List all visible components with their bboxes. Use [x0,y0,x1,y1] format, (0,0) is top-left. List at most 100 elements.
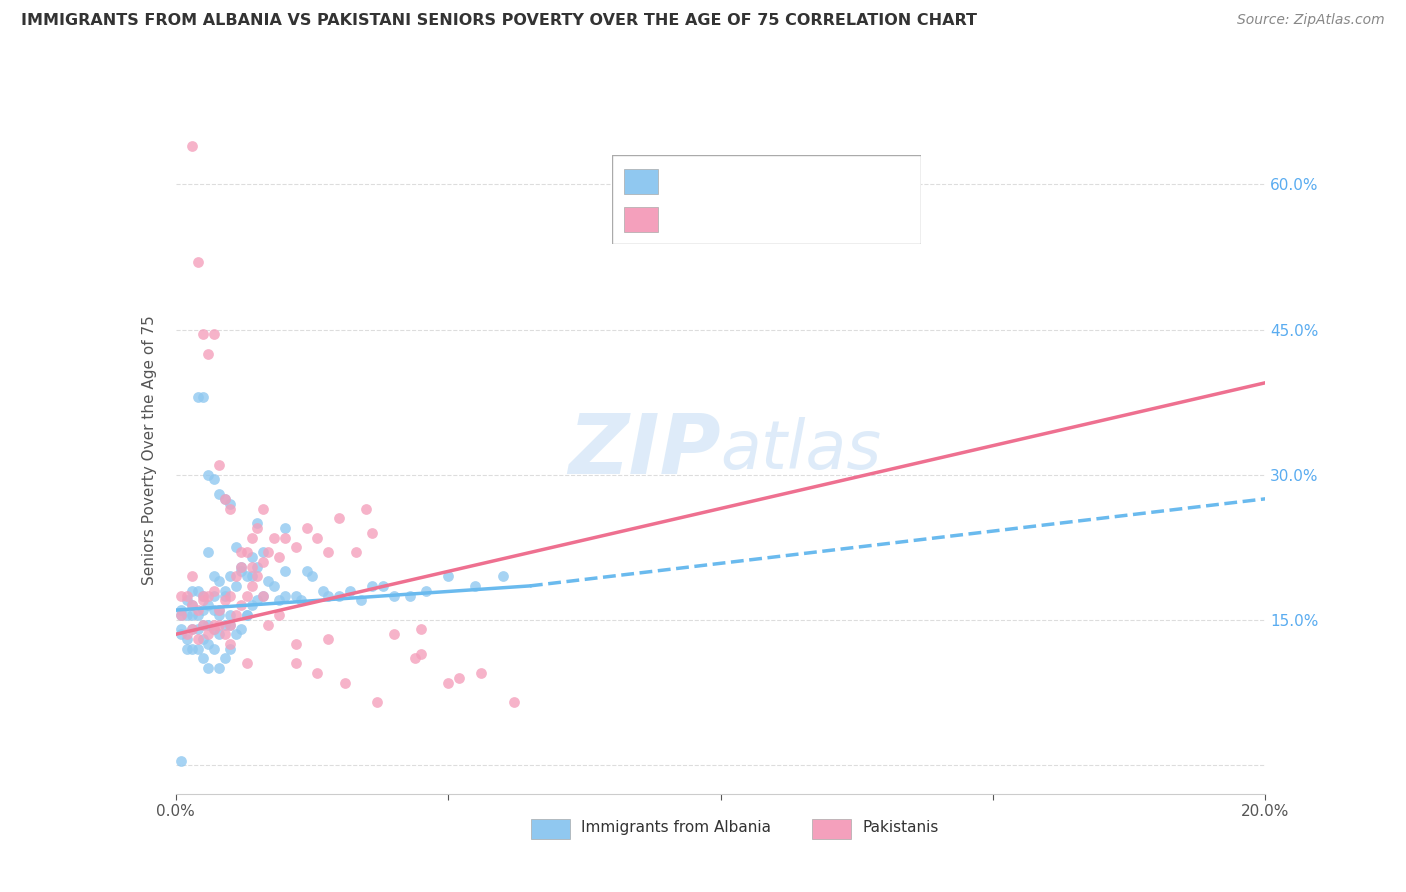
Point [284,637,307,651]
Point [274,531,297,545]
Point [170,754,193,768]
Text: 0.111: 0.111 [710,174,758,188]
Point [208,627,231,641]
Point [186,603,209,617]
Point [295,565,318,579]
Point [181,623,204,637]
Point [197,545,219,559]
Point [269,549,291,564]
Point [219,589,242,603]
Point [492,569,515,583]
Point [318,545,340,559]
Point [274,589,297,603]
Point [240,579,263,593]
Point [214,589,236,603]
Point [181,583,204,598]
Point [176,641,198,656]
Point [170,589,193,603]
Point [191,617,214,632]
Text: Pakistanis: Pakistanis [863,820,939,835]
Point [231,559,253,574]
Point [191,617,214,632]
Point [240,549,263,564]
Point [350,593,373,607]
Point [181,607,204,622]
Point [240,531,263,545]
Bar [531,819,571,839]
Point [225,627,247,641]
Point [235,569,257,583]
Point [214,593,236,607]
Point [219,637,242,651]
Point [202,589,225,603]
Point [208,487,231,501]
Point [219,501,242,516]
Point [360,579,382,593]
Point [208,603,231,617]
Point [225,579,247,593]
Point [219,641,242,656]
Point [197,627,219,641]
Point [409,647,432,661]
Point [202,603,225,617]
Point [208,574,231,588]
Point [214,651,236,665]
Point [415,583,437,598]
Point [214,617,236,632]
Point [257,574,280,588]
Point [437,569,460,583]
Point [170,607,193,622]
Point [464,579,486,593]
Y-axis label: Seniors Poverty Over the Age of 75: Seniors Poverty Over the Age of 75 [142,316,157,585]
Text: N =: N = [782,212,815,227]
Bar [813,819,852,839]
Point [371,579,394,593]
Text: atlas: atlas [721,417,882,483]
Point [274,565,297,579]
Bar [624,207,658,232]
Point [252,589,274,603]
Point [197,617,219,632]
Point [246,593,269,607]
Point [202,623,225,637]
Point [328,589,350,603]
Point [339,583,361,598]
Point [235,589,257,603]
Point [219,497,242,511]
Point [202,641,225,656]
Point [202,617,225,632]
Point [437,675,460,690]
Text: Source: ZipAtlas.com: Source: ZipAtlas.com [1237,13,1385,28]
Point [318,632,340,646]
Point [219,569,242,583]
Point [235,607,257,622]
Point [170,627,193,641]
Text: N =: N = [782,174,815,188]
Point [235,545,257,559]
Point [186,632,209,646]
Point [240,569,263,583]
Point [186,255,209,269]
Point [176,627,198,641]
Point [186,583,209,598]
Point [170,623,193,637]
Point [231,559,253,574]
Point [246,569,269,583]
Text: ZIP: ZIP [568,410,721,491]
Point [231,565,253,579]
Point [333,675,356,690]
Point [170,603,193,617]
Point [202,623,225,637]
Point [274,521,297,535]
Point [252,501,274,516]
Point [197,467,219,482]
Text: IMMIGRANTS FROM ALBANIA VS PAKISTANI SENIORS POVERTY OVER THE AGE OF 75 CORRELAT: IMMIGRANTS FROM ALBANIA VS PAKISTANI SEN… [21,13,977,29]
Point [191,632,214,646]
Point [263,579,285,593]
Text: R =: R = [671,212,703,227]
Point [208,603,231,617]
Point [202,327,225,342]
Point [214,627,236,641]
Point [344,545,367,559]
Point [208,661,231,675]
